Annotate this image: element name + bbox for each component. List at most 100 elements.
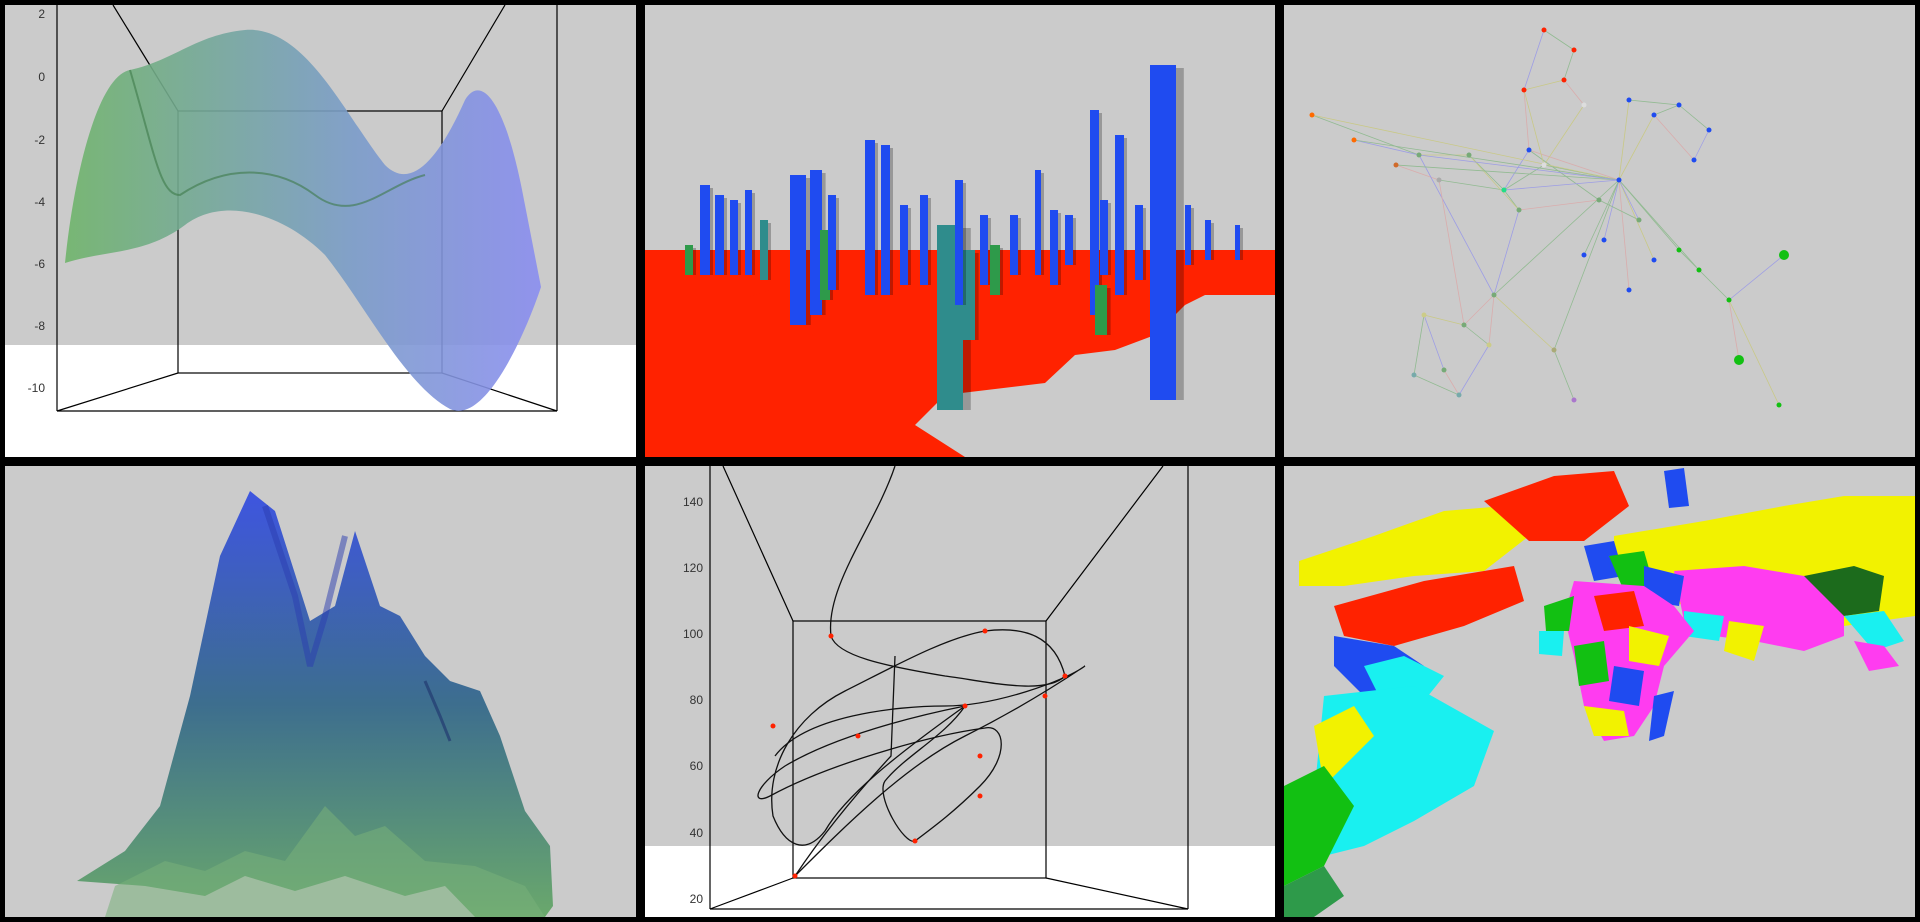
graph-node[interactable] [1706,127,1712,133]
graph-node[interactable] [1441,367,1447,373]
graph-node[interactable] [1416,152,1422,158]
graph-node[interactable] [1351,137,1357,143]
graph-node[interactable] [1411,372,1417,378]
bar-shadow [963,183,966,305]
y-tick-label: 80 [690,693,704,707]
graph-node[interactable] [1551,347,1557,353]
graph-node[interactable] [1571,47,1577,53]
bar-city-panel[interactable] [645,5,1275,457]
bar [1010,215,1018,275]
graph-node[interactable] [1309,112,1315,118]
graph-edge [1443,369,1460,396]
graph-edge [1353,139,1420,156]
bar-shadow [1041,173,1044,275]
graph-edge [1628,99,1680,106]
graph-node[interactable] [1601,237,1607,243]
graph-node[interactable] [1734,355,1744,365]
graph-node[interactable] [1581,102,1587,108]
bar-shadow [806,178,811,325]
graph-node[interactable] [1581,252,1587,258]
africa [1539,581,1694,741]
graph-edge [1493,179,1620,296]
graph-node[interactable] [1393,162,1399,168]
bar-shadow [1191,208,1194,265]
graph-node[interactable] [1486,342,1492,348]
graph-node[interactable] [1466,152,1472,158]
graph-node[interactable] [1456,392,1462,398]
graph-node[interactable] [1676,102,1682,108]
graph-edge [1528,149,1620,181]
graph-edge [1438,179,1505,191]
graph-node[interactable] [1691,157,1697,163]
south-america [1284,686,1494,917]
graph-node[interactable] [1571,397,1577,403]
graph-edge [1395,164,1440,181]
graph-node[interactable] [1776,402,1782,408]
graph-edge [1503,179,1620,191]
terrain-panel[interactable] [5,466,636,917]
bar [1100,200,1108,275]
bar-shadow [1018,218,1021,275]
bar [955,180,963,305]
graph-node[interactable] [1651,257,1657,263]
graph-node[interactable] [1541,162,1547,168]
graph-node[interactable] [1501,187,1507,193]
graph-node[interactable] [1516,207,1522,213]
graph-node[interactable] [1676,247,1682,253]
bar [1095,285,1107,335]
graph-edge [1543,29,1575,51]
graph-node[interactable] [1561,77,1567,83]
graph-node[interactable] [1421,312,1427,318]
graph-node[interactable] [1626,97,1632,103]
graph-node[interactable] [1626,287,1632,293]
y-tick-label: 60 [690,759,704,773]
graph-edge [1598,199,1640,221]
graph-node[interactable] [1526,147,1532,153]
bar [730,200,738,275]
graph-edge [1523,29,1545,91]
curve-plot-panel[interactable]: 140 120 100 80 60 40 20 [645,466,1275,917]
graph-node[interactable] [1541,27,1547,33]
bar-shadow [1124,138,1127,295]
bar [1035,170,1041,275]
world-map-canvas[interactable] [1284,466,1915,917]
surface-plot-canvas[interactable]: 2 0 -2 -4 -6 -8 -10 [5,5,636,457]
bar-shadow [1073,218,1076,265]
bar [790,175,806,325]
bar-shadow [1240,228,1243,260]
terrain-canvas[interactable] [5,466,636,917]
graph-node[interactable] [1636,217,1642,223]
graph-node[interactable] [1596,197,1602,203]
y-tick-label: 100 [683,627,703,641]
graph-node[interactable] [1651,112,1657,118]
world-map-panel[interactable] [1284,466,1915,917]
curve-plot-canvas[interactable]: 140 120 100 80 60 40 20 [645,466,1275,917]
terrain-crevice [262,505,348,667]
y-tick-label: -6 [34,257,45,271]
graph-node[interactable] [1521,87,1527,93]
graph-node[interactable] [1616,177,1622,183]
surface-plot-panel[interactable]: 2 0 -2 -4 -6 -8 -10 [5,5,636,457]
graph-edge [1423,314,1465,326]
bar-shadow [724,198,727,275]
bar-city-canvas[interactable] [645,5,1275,457]
graph-edge [1518,199,1600,211]
terrain-crack [423,680,452,742]
bars-group [685,65,1243,410]
graph-edge [1553,349,1575,401]
bar [963,250,975,340]
graph-edge [1523,79,1565,91]
graph-node[interactable] [1726,297,1732,303]
bar [1150,65,1176,400]
graph-node[interactable] [1461,322,1467,328]
graph-node[interactable] [1491,292,1497,298]
graph-node[interactable] [1436,177,1442,183]
graph-edge [1563,79,1585,106]
graph-edge [1678,104,1710,131]
network-graph-panel[interactable] [1284,5,1915,457]
network-graph-canvas[interactable] [1284,5,1915,457]
graph-node[interactable] [1779,250,1789,260]
bar [881,145,890,295]
graph-node[interactable] [1696,267,1702,273]
graph-edge [1553,179,1620,351]
